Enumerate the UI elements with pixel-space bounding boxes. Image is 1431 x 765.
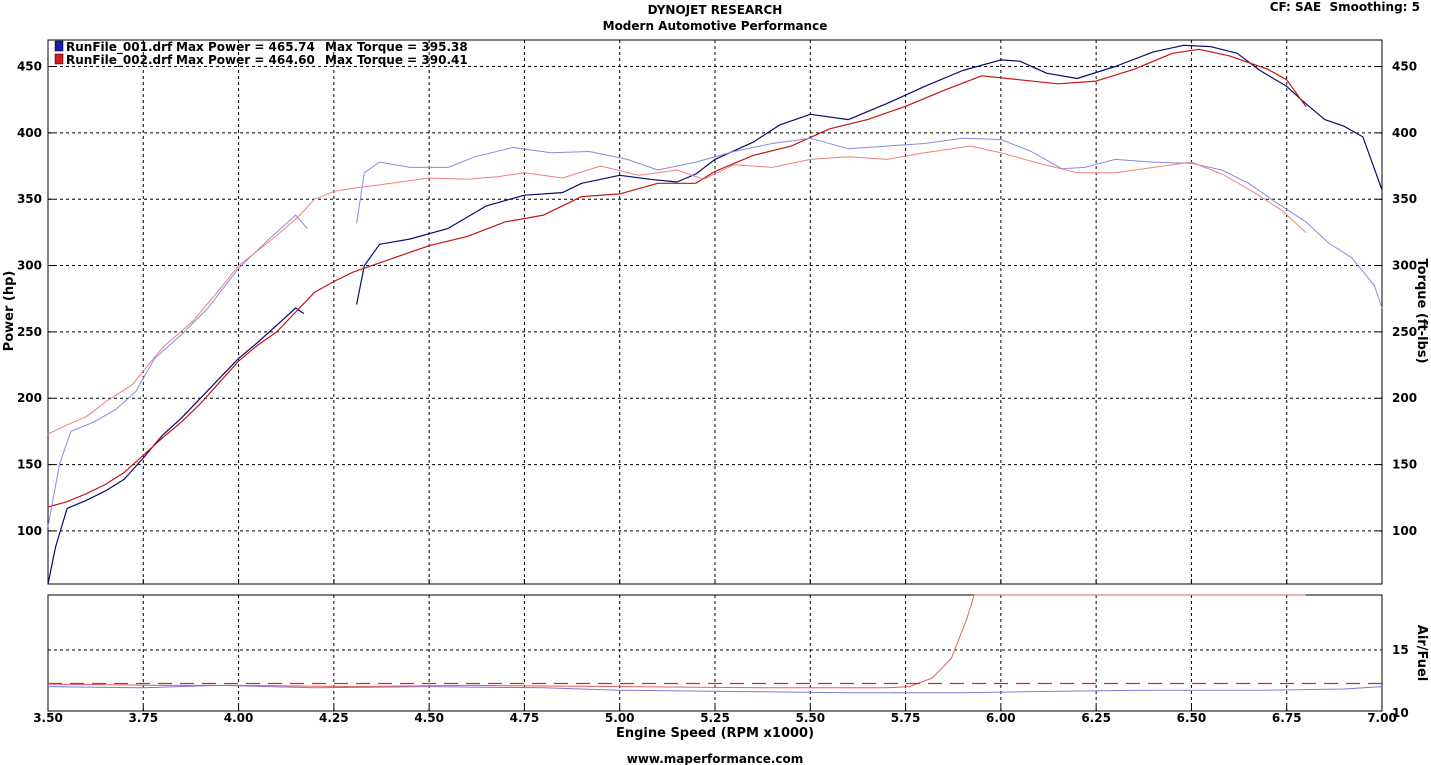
series-line-airfuel-runfile_002 — [47, 594, 1306, 689]
y-tick-label-power: 150 — [17, 458, 42, 472]
legend-run1-name: RunFile_001.drf — [66, 40, 173, 55]
legend-run1-power: Max Power = 465.74 — [176, 40, 315, 54]
y-tick-label-power: 250 — [17, 325, 42, 339]
correction-info: CF: SAE Smoothing: 5 — [1270, 0, 1420, 14]
x-tick-label: 4.50 — [414, 711, 444, 725]
x-tick-label: 6.00 — [986, 711, 1016, 725]
x-tick-label: 5.25 — [700, 711, 730, 725]
y-tick-label-torque: 150 — [1392, 458, 1417, 472]
main-grid — [48, 40, 1382, 584]
x-tick-label: 4.25 — [319, 711, 349, 725]
x-tick-label: 3.75 — [128, 711, 158, 725]
y-tick-label-power: 450 — [17, 60, 42, 74]
x-tick-label: 7.00 — [1367, 711, 1397, 725]
legend-run2-name: RunFile_002.drf — [66, 53, 173, 68]
x-tick-label: 5.75 — [891, 711, 921, 725]
y-tick-label-airfuel: 10 — [1392, 706, 1409, 720]
series-line-torque-runfile_001 — [356, 137, 1383, 309]
x-tick-label: 6.25 — [1081, 711, 1111, 725]
main-plot: 100 100 150 150 200 200 250 250 300 300 350 350 400 4… — [17, 39, 1417, 585]
x-tick-labels: 3.50 3.75 4.00 4.25 4.50 4.75 5.00 5.25 5.50 5.75… — [33, 711, 1397, 725]
series-line-torque-runfile_002 — [47, 145, 1307, 435]
y-tick-label-torque: 100 — [1392, 524, 1417, 538]
y-tick-label-power: 200 — [17, 391, 42, 405]
main-series — [47, 44, 1383, 585]
legend-swatch-run1 — [54, 40, 64, 52]
y-axis-label-torque: Torque (ft-lbs) — [1414, 258, 1429, 363]
series-line-power-runfile_001 — [356, 44, 1383, 305]
legend-run2-torque: Max Torque = 390.41 — [325, 53, 468, 67]
x-tick-label: 6.75 — [1272, 711, 1302, 725]
main-axis-ticks: 100 100 150 150 200 200 250 250 300 300 350 350 400 4… — [17, 60, 1417, 584]
y-tick-label-power: 400 — [17, 126, 42, 140]
x-tick-label: 5.50 — [795, 711, 825, 725]
y-tick-label-airfuel: 15 — [1392, 643, 1409, 657]
x-tick-label: 3.50 — [33, 711, 63, 725]
x-axis-label: Engine Speed (RPM x1000) — [616, 726, 814, 741]
af-plot: 10 15 — [47, 594, 1409, 720]
y-tick-label-torque: 250 — [1392, 325, 1417, 339]
y-axis-label-power: Power (hp) — [2, 271, 17, 352]
chart-title: DYNOJET RESEARCH — [648, 3, 783, 17]
series-line-airfuel-runfile_001 — [47, 684, 1383, 694]
af-grid — [48, 595, 1382, 711]
y-tick-label-power: 350 — [17, 192, 42, 206]
series-line-torque-runfile_001 — [47, 214, 308, 528]
y-tick-label-torque: 400 — [1392, 126, 1417, 140]
y-tick-label-power: 100 — [17, 524, 42, 538]
y-tick-label-torque: 450 — [1392, 60, 1417, 74]
y-tick-label-torque: 300 — [1392, 259, 1417, 273]
legend-run2-power: Max Power = 464.60 — [176, 53, 315, 67]
x-tick-label: 4.75 — [510, 711, 540, 725]
af-series — [47, 594, 1383, 694]
x-tick-label: 5.00 — [605, 711, 635, 725]
y-tick-label-power: 300 — [17, 259, 42, 273]
legend-swatch-run2 — [54, 53, 64, 65]
x-tick-label: 4.00 — [224, 711, 254, 725]
chart-subtitle: Modern Automotive Performance — [603, 19, 828, 33]
series-line-power-runfile_001 — [47, 307, 304, 585]
series-line-power-runfile_002 — [47, 48, 1307, 508]
af-axis-ticks: 10 15 — [47, 643, 1409, 720]
footer-url: www.maperformance.com — [627, 752, 804, 765]
y-tick-label-torque: 350 — [1392, 192, 1417, 206]
x-tick-label: 6.50 — [1177, 711, 1207, 725]
legend-run1-torque: Max Torque = 395.38 — [325, 40, 468, 54]
y-axis-label-airfuel: Air/Fuel — [1414, 625, 1429, 681]
legend: RunFile_001.drf Max Power = 465.74 Max T… — [54, 40, 468, 68]
y-tick-label-torque: 200 — [1392, 391, 1417, 405]
